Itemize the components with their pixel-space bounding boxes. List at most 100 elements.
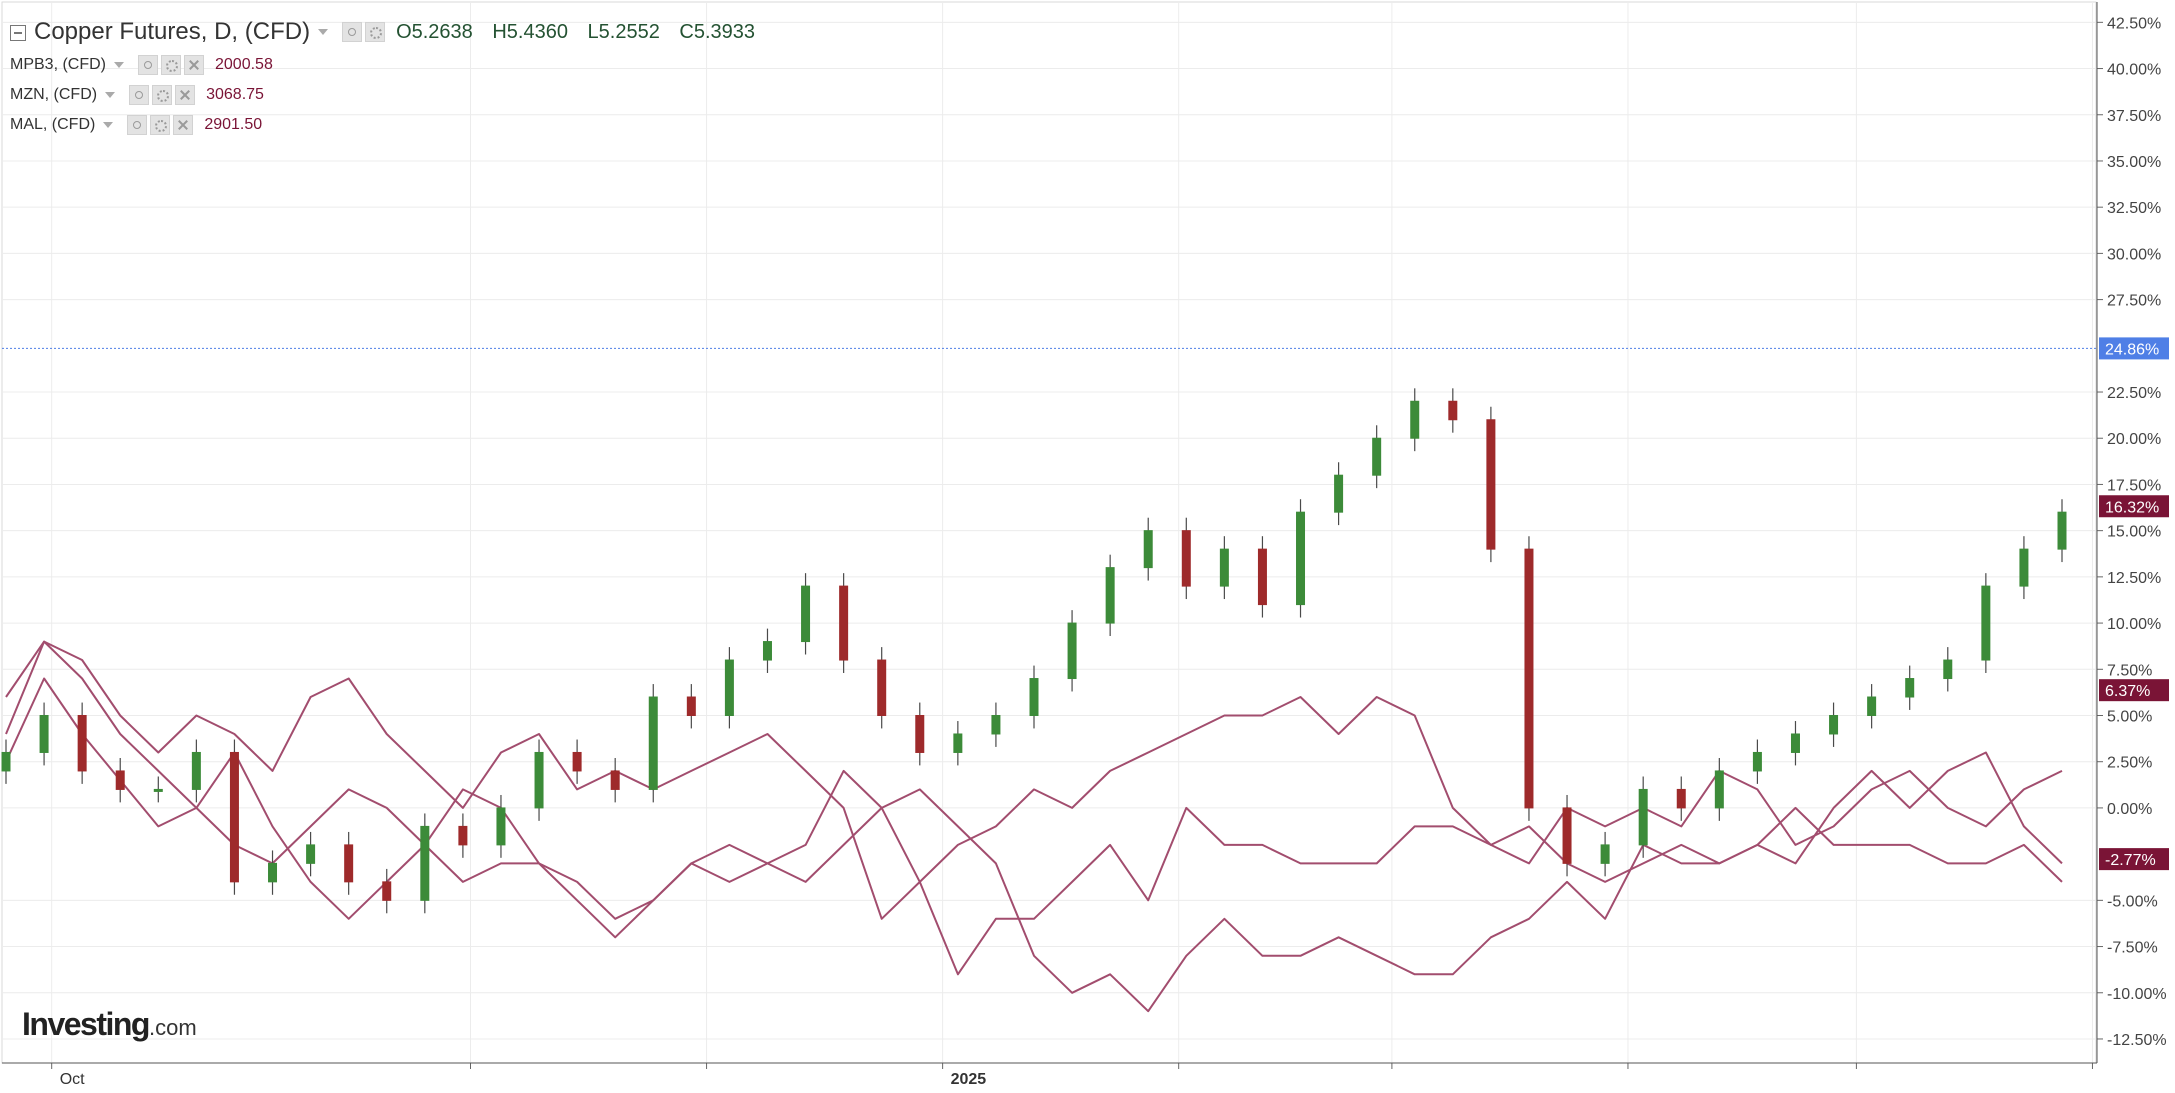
candle xyxy=(1410,388,1420,452)
eye-icon[interactable] xyxy=(138,55,158,75)
candle-body xyxy=(382,881,392,901)
candle-body xyxy=(191,751,201,790)
candle-body xyxy=(1296,511,1306,606)
candle-body xyxy=(344,844,354,883)
candle-body xyxy=(839,585,849,661)
gear-icon[interactable] xyxy=(150,115,171,135)
y-tick-label: 5.00% xyxy=(2107,708,2152,725)
candle-body xyxy=(1790,733,1800,753)
close-icon[interactable] xyxy=(184,55,204,75)
candle-body xyxy=(801,585,811,643)
candle-body xyxy=(39,714,49,753)
candle-body xyxy=(1029,678,1039,716)
candle xyxy=(1372,425,1382,489)
x-tick-label: 2025 xyxy=(951,1071,987,1088)
candle-body xyxy=(991,714,1001,735)
candle xyxy=(1334,462,1344,526)
eye-icon[interactable] xyxy=(129,85,150,105)
candle-body xyxy=(610,770,620,790)
candle-body xyxy=(2057,511,2067,550)
candle-body xyxy=(1943,659,1953,680)
candle xyxy=(1752,739,1762,784)
candle-body xyxy=(1334,474,1344,513)
candle-body xyxy=(686,696,696,716)
gear-icon[interactable] xyxy=(161,55,181,75)
candle-body xyxy=(420,825,430,901)
chevron-down-icon[interactable] xyxy=(114,62,124,68)
candle xyxy=(801,573,811,655)
candle xyxy=(420,813,430,914)
y-tick-label: 15.00% xyxy=(2107,524,2161,541)
chevron-down-icon[interactable] xyxy=(103,122,114,128)
candle-body xyxy=(2019,548,2029,587)
y-tick-label: 12.50% xyxy=(2107,570,2161,587)
candle-body xyxy=(1486,419,1496,550)
candle xyxy=(1029,665,1039,729)
collapse-icon[interactable] xyxy=(10,25,26,41)
y-tick-label: 20.00% xyxy=(2107,431,2161,448)
candle-body xyxy=(1219,548,1229,587)
eye-icon[interactable] xyxy=(127,115,148,135)
candle xyxy=(1486,406,1496,563)
y-tick-label: 2.50% xyxy=(2107,755,2152,772)
close-icon[interactable] xyxy=(173,115,194,135)
gear-icon[interactable] xyxy=(152,85,173,105)
open-value: O5.2638 xyxy=(396,20,473,43)
candle xyxy=(839,573,849,673)
candle xyxy=(2057,499,2067,563)
gear-icon[interactable] xyxy=(365,22,386,42)
y-tick-label: 42.50% xyxy=(2107,15,2161,32)
candle-body xyxy=(458,825,468,846)
chevron-down-icon[interactable] xyxy=(318,29,329,35)
close-icon[interactable] xyxy=(175,85,196,105)
ohlc-readout: O5.2638 H5.4360 L5.2552 C5.3933 xyxy=(396,21,769,44)
candle-body xyxy=(915,714,925,753)
candle xyxy=(534,739,544,821)
candle xyxy=(458,813,468,858)
candle-body xyxy=(1905,678,1915,698)
candle-body xyxy=(953,733,963,753)
chevron-down-icon[interactable] xyxy=(105,92,116,98)
candle xyxy=(1905,665,1915,710)
compare-name: MPB3, (CFD) xyxy=(10,56,106,73)
candle-body xyxy=(1714,770,1724,809)
candle-body xyxy=(534,751,544,809)
candle-body xyxy=(877,659,887,716)
candle xyxy=(2019,536,2029,600)
y-tick-label: 10.00% xyxy=(2107,616,2161,633)
candle xyxy=(382,868,392,914)
compare-legend-mzn: MZN, (CFD) 3068.75 xyxy=(10,80,769,110)
candle xyxy=(1181,517,1191,600)
candle-body xyxy=(77,714,87,772)
y-tick-label: 35.00% xyxy=(2107,154,2161,171)
y-tick-label: 7.50% xyxy=(2107,662,2152,679)
candle xyxy=(1600,831,1610,877)
candle-body xyxy=(1257,548,1267,606)
eye-icon[interactable] xyxy=(342,22,363,42)
candle xyxy=(953,721,963,766)
candle-body xyxy=(648,696,658,790)
candle-body xyxy=(115,770,125,790)
price-badge-label: 24.86% xyxy=(2105,341,2159,358)
compare-value: 3068.75 xyxy=(206,86,264,103)
price-badge xyxy=(2099,848,2169,871)
candle-body xyxy=(1067,622,1077,680)
candle xyxy=(762,628,772,673)
price-badge xyxy=(2099,337,2169,360)
y-tick-label: 37.50% xyxy=(2107,108,2161,125)
candle-body xyxy=(1562,807,1572,864)
candle-body xyxy=(1752,751,1762,772)
candle xyxy=(1562,794,1572,877)
candle-body xyxy=(724,659,734,716)
candle xyxy=(1981,573,1991,673)
compare-legend-mpb3: MPB3, (CFD) 2000.58 xyxy=(10,50,769,80)
y-tick-label: -12.50% xyxy=(2107,1032,2167,1049)
candle xyxy=(344,831,354,895)
compare-value: 2000.58 xyxy=(215,56,273,73)
candle xyxy=(648,684,658,803)
candle-body xyxy=(1410,400,1420,439)
candle xyxy=(915,702,925,766)
compare-legend-mal: MAL, (CFD) 2901.50 xyxy=(10,110,769,140)
y-tick-label: 27.50% xyxy=(2107,293,2161,310)
logo-main: Investing xyxy=(22,1006,150,1042)
